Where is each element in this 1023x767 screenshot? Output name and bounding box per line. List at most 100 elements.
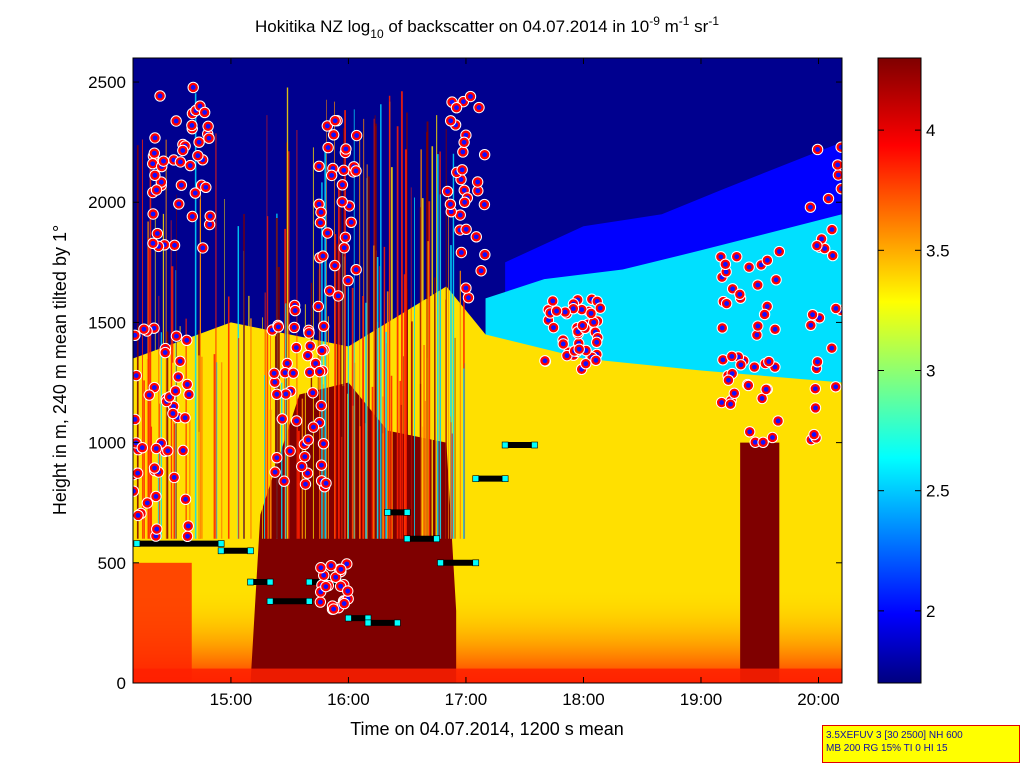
cloud-base-point-core bbox=[746, 264, 752, 270]
cloud-base-point-core bbox=[481, 202, 487, 207]
cloud-base-point-core bbox=[752, 364, 757, 370]
cloud-base-point-core bbox=[575, 329, 581, 335]
cloud-base-point-core bbox=[338, 583, 344, 589]
cloud-base-point-core bbox=[320, 253, 326, 259]
cloud-base-point-core bbox=[179, 182, 184, 188]
cloud-base-point-core bbox=[183, 496, 188, 502]
y-tick-label: 2500 bbox=[88, 73, 126, 92]
cloud-base-point-core bbox=[305, 437, 311, 443]
cloud-base-point-core bbox=[588, 310, 594, 316]
cloud-base-point-core bbox=[187, 163, 193, 168]
cloud-base-point-core bbox=[468, 94, 473, 99]
cloud-base-point-core bbox=[764, 257, 770, 263]
cloud-base-point-core bbox=[457, 212, 463, 218]
cloud-base-point-core bbox=[747, 429, 753, 435]
cloud-base-point-core bbox=[180, 148, 186, 153]
cloud-base-point-core bbox=[153, 446, 159, 451]
cloud-base-point-core bbox=[458, 177, 464, 182]
colorbar-tick-label: 3.5 bbox=[926, 241, 950, 260]
mixing-layer-marker bbox=[305, 597, 313, 605]
cloud-base-point-core bbox=[158, 179, 164, 185]
bg-surface-strip bbox=[133, 668, 842, 683]
cloud-base-point-core bbox=[812, 386, 818, 392]
cloud-base-point-core bbox=[473, 234, 479, 240]
cloud-base-point-core bbox=[343, 146, 349, 152]
cloud-base-point-core bbox=[752, 439, 758, 445]
cloud-base-point-core bbox=[170, 411, 176, 416]
cloud-base-point-core bbox=[189, 214, 195, 219]
y-tick-label: 2000 bbox=[88, 193, 126, 212]
cloud-base-point-core bbox=[594, 298, 600, 304]
cloud-base-point-core bbox=[833, 384, 839, 390]
colorbar-tick-label: 3 bbox=[926, 362, 935, 381]
cloud-base-point-core bbox=[341, 601, 347, 606]
cloud-base-point-core bbox=[822, 246, 828, 251]
cloud-base-point-core bbox=[478, 268, 484, 274]
cloud-base-point-core bbox=[196, 139, 202, 145]
cloud-base-point-core bbox=[542, 358, 548, 364]
cloud-base-point-core bbox=[808, 204, 813, 210]
cloud-base-point-core bbox=[332, 118, 338, 124]
cloud-base-point-core bbox=[153, 494, 159, 499]
axes: 0 500 1000 1500 2000 2500 15:00 16:00 17:00 18:00… bbox=[88, 57, 843, 709]
cloud-base-point-core bbox=[283, 391, 289, 397]
cloud-base-point-core bbox=[810, 312, 815, 318]
mixing-layer-marker bbox=[345, 614, 352, 622]
mixing-layer-marker bbox=[266, 597, 274, 605]
cloud-base-point-core bbox=[551, 325, 556, 331]
mixing-layer-marker bbox=[403, 509, 411, 516]
cloud-base-point-core bbox=[838, 144, 842, 150]
cloud-base-point-core bbox=[560, 341, 566, 347]
mixing-layer-marker bbox=[247, 547, 254, 555]
cloud-base-point-core bbox=[762, 312, 767, 317]
x-tick-label: 19:00 bbox=[680, 690, 723, 709]
cloud-base-point-core bbox=[185, 533, 190, 539]
cloud-base-point-core bbox=[459, 167, 465, 173]
cloud-base-point-core bbox=[274, 455, 280, 461]
cloud-base-point-core bbox=[293, 345, 299, 350]
cloud-base-point-core bbox=[175, 374, 181, 380]
processing-info-box: 3.5XEFUV 3 [30 2500] NH 600 MB 200 RG 15… bbox=[822, 725, 1020, 763]
cloud-base-point-core bbox=[141, 326, 147, 332]
cloud-base-point-core bbox=[728, 401, 733, 407]
cloud-base-point-core bbox=[154, 526, 160, 532]
cloud-base-point-core bbox=[152, 135, 158, 141]
cloud-base-point-core bbox=[546, 317, 551, 323]
cloud-base-point-core bbox=[323, 480, 329, 486]
cloud-base-point-core bbox=[315, 304, 321, 309]
cloud-base-point-core bbox=[759, 396, 765, 401]
cloud-base-point-core bbox=[192, 190, 198, 196]
cloud-base-point-core bbox=[324, 123, 330, 129]
cloud-base-point-core bbox=[321, 572, 327, 578]
cloud-base-point-core bbox=[318, 220, 323, 226]
cloud-base-point-core bbox=[482, 252, 488, 258]
cloud-base-point-core bbox=[171, 403, 177, 409]
y-tick-label: 1500 bbox=[88, 313, 126, 332]
cloud-base-point-core bbox=[152, 465, 157, 471]
cloud-base-point-core bbox=[737, 291, 743, 297]
cloud-base-point-core bbox=[205, 123, 211, 129]
colorbar-ticks: 2 2.5 3 3.5 4 bbox=[878, 121, 950, 621]
cloud-base-point-core bbox=[190, 85, 196, 90]
cloud-base-point-core bbox=[154, 231, 160, 236]
cloud-base-point-core bbox=[482, 152, 488, 158]
cloud-base-point-core bbox=[321, 323, 327, 329]
cloud-base-point-core bbox=[302, 454, 308, 460]
cloud-base-point-core bbox=[282, 370, 288, 376]
cloud-base-point-core bbox=[461, 139, 467, 145]
cloud-base-point-core bbox=[764, 303, 770, 309]
cloud-base-point-core bbox=[460, 149, 466, 155]
cloud-base-point-core bbox=[151, 150, 157, 156]
cloud-base-point-core bbox=[550, 298, 556, 304]
cloud-base-point-core bbox=[835, 162, 841, 168]
cloud-base-point-core bbox=[305, 353, 311, 358]
cloud-base-point-core bbox=[461, 99, 466, 105]
mixing-layer-marker bbox=[394, 619, 401, 627]
mixing-layer-marker bbox=[133, 540, 141, 547]
mixing-layer-marker bbox=[437, 559, 444, 567]
cloud-base-point-core bbox=[339, 199, 345, 205]
cloud-base-point-core bbox=[281, 478, 287, 484]
y-tick-label: 0 bbox=[117, 674, 126, 693]
cloud-base-point-core bbox=[775, 418, 781, 424]
cloud-base-point-core bbox=[344, 561, 350, 567]
